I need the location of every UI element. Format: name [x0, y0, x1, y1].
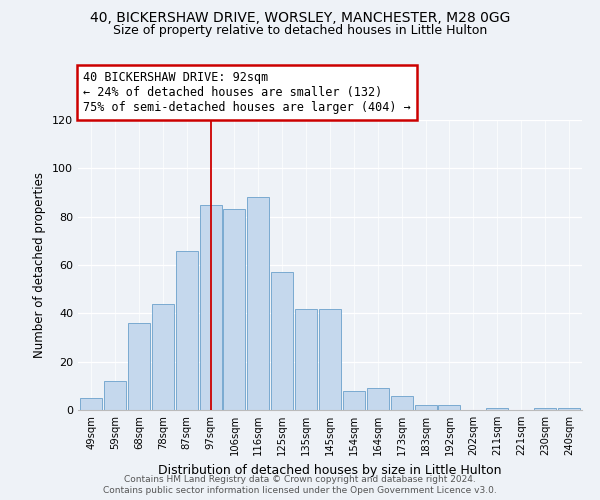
Bar — [319, 308, 341, 410]
Bar — [367, 388, 389, 410]
Bar — [128, 323, 150, 410]
Bar — [176, 250, 197, 410]
Bar — [439, 405, 460, 410]
Bar — [391, 396, 413, 410]
Text: Size of property relative to detached houses in Little Hulton: Size of property relative to detached ho… — [113, 24, 487, 37]
Y-axis label: Number of detached properties: Number of detached properties — [34, 172, 46, 358]
Text: Contains HM Land Registry data © Crown copyright and database right 2024.: Contains HM Land Registry data © Crown c… — [124, 475, 476, 484]
Bar — [152, 304, 174, 410]
Bar — [200, 204, 221, 410]
Bar — [104, 381, 126, 410]
Bar — [271, 272, 293, 410]
Text: 40 BICKERSHAW DRIVE: 92sqm
← 24% of detached houses are smaller (132)
75% of sem: 40 BICKERSHAW DRIVE: 92sqm ← 24% of deta… — [83, 71, 411, 114]
Bar — [415, 405, 437, 410]
Bar — [295, 308, 317, 410]
Bar — [534, 408, 556, 410]
Bar — [247, 198, 269, 410]
Text: 40, BICKERSHAW DRIVE, WORSLEY, MANCHESTER, M28 0GG: 40, BICKERSHAW DRIVE, WORSLEY, MANCHESTE… — [90, 11, 510, 25]
Bar — [558, 408, 580, 410]
Text: Contains public sector information licensed under the Open Government Licence v3: Contains public sector information licen… — [103, 486, 497, 495]
Bar — [80, 398, 102, 410]
Bar — [343, 390, 365, 410]
Bar — [223, 210, 245, 410]
Bar — [486, 408, 508, 410]
X-axis label: Distribution of detached houses by size in Little Hulton: Distribution of detached houses by size … — [158, 464, 502, 476]
